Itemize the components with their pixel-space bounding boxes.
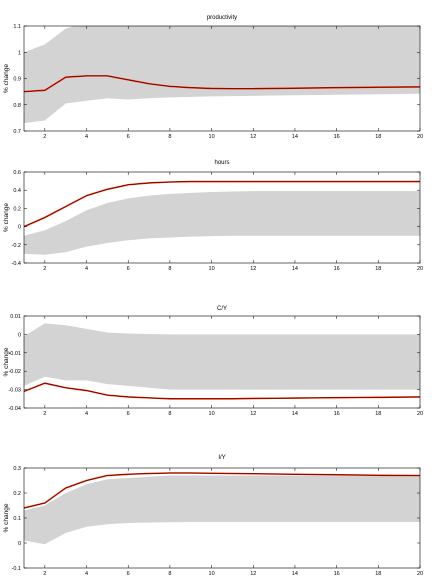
panel-title: productivity <box>207 15 237 21</box>
x-tick-label: 2 <box>43 571 46 577</box>
y-axis-label: % change <box>3 64 10 93</box>
x-tick-label: 2 <box>43 266 46 272</box>
x-tick-label: 14 <box>292 411 298 417</box>
plot-area <box>24 472 420 545</box>
y-tick-label: 0 <box>18 541 21 547</box>
x-tick-label: 8 <box>168 134 171 140</box>
x-tick-label: 8 <box>168 266 171 272</box>
x-tick-label: 10 <box>209 266 215 272</box>
y-tick-label: -0.1 <box>12 566 21 572</box>
y-axis-label: % change <box>3 503 10 532</box>
median-line <box>24 382 420 400</box>
y-tick-label: -0.01 <box>8 351 21 357</box>
x-tick-label: 4 <box>85 571 88 577</box>
x-tick-label: 12 <box>250 266 256 272</box>
confidence-band <box>24 26 420 124</box>
y-tick-label: 0 <box>18 332 21 338</box>
x-tick-label: 18 <box>375 571 381 577</box>
panel-title: C/Y <box>217 306 227 312</box>
plot-area <box>24 26 420 124</box>
y-tick-label: 0.4 <box>13 188 21 194</box>
x-tick-label: 20 <box>417 266 423 272</box>
confidence-band <box>24 475 420 545</box>
y-tick-label: -0.2 <box>12 243 21 249</box>
x-tick-label: 14 <box>292 571 298 577</box>
y-tick-label: 0.2 <box>13 206 21 212</box>
axes-box <box>23 315 421 409</box>
x-tick-label: 14 <box>292 266 298 272</box>
x-tick-label: 12 <box>250 134 256 140</box>
y-tick-label: 0.1 <box>13 516 21 522</box>
y-tick-label: 0 <box>18 225 21 231</box>
x-tick-label: 12 <box>250 411 256 417</box>
y-tick-label: 0.8 <box>13 103 21 109</box>
x-tick-label: 8 <box>168 411 171 417</box>
chart-panel-3: 2 4 6 8 10 12 14 16 18 20 -0.04 -0.03 -0.02 -0.01 0 0.0… <box>3 306 423 417</box>
y-tick-label: 0.9 <box>13 77 21 83</box>
x-tick-label: 10 <box>209 411 215 417</box>
y-tick-label: 0.7 <box>13 129 21 135</box>
x-tick-label: 2 <box>43 134 46 140</box>
x-tick-label: 18 <box>375 134 381 140</box>
axes-box <box>23 171 421 264</box>
plot-area <box>24 323 420 400</box>
x-tick-label: 2 <box>43 411 46 417</box>
chart-panel-4: 2 4 6 8 10 12 14 16 18 20 -0.1 0 0.1 0.2 0.3 I/Y % chang… <box>3 455 423 577</box>
median-line <box>24 75 420 92</box>
x-tick-label: 6 <box>127 134 130 140</box>
x-tick-label: 20 <box>417 571 423 577</box>
y-axis-label: % change <box>3 347 10 376</box>
y-tick-label: -0.02 <box>8 369 21 375</box>
x-tick-label: 12 <box>250 571 256 577</box>
x-tick-label: 16 <box>334 411 340 417</box>
x-tick-label: 20 <box>417 134 423 140</box>
median-line <box>24 181 420 227</box>
y-tick-label: 0.01 <box>10 314 21 320</box>
x-tick-label: 16 <box>334 134 340 140</box>
x-tick-label: 16 <box>334 571 340 577</box>
panel-title: hours <box>214 160 229 166</box>
x-tick-label: 6 <box>127 571 130 577</box>
y-tick-label: 1 <box>18 50 21 56</box>
y-tick-label: 0.3 <box>13 466 21 472</box>
y-axis-label: % change <box>3 203 10 232</box>
x-tick-label: 10 <box>209 134 215 140</box>
y-tick-label: 0.6 <box>13 170 21 176</box>
plot-area <box>24 180 420 255</box>
panel-title: I/Y <box>218 455 225 461</box>
x-tick-label: 8 <box>168 571 171 577</box>
y-tick-label: -0.03 <box>8 388 21 394</box>
x-tick-label: 6 <box>127 266 130 272</box>
y-tick-label: 0.2 <box>13 491 21 497</box>
x-tick-label: 10 <box>209 571 215 577</box>
confidence-band <box>24 191 420 255</box>
x-tick-label: 4 <box>85 266 88 272</box>
x-tick-label: 6 <box>127 411 130 417</box>
y-tick-label: 1.1 <box>13 24 21 30</box>
x-tick-label: 18 <box>375 266 381 272</box>
median-line <box>24 472 420 509</box>
y-tick-label: -0.04 <box>8 406 21 412</box>
chart-panel-2: 2 4 6 8 10 12 14 16 18 20 -0.4 -0.2 0 0.2 0.4 0.6 hours%… <box>3 160 423 272</box>
x-tick-label: 20 <box>417 411 423 417</box>
x-tick-label: 4 <box>85 411 88 417</box>
x-tick-label: 16 <box>334 266 340 272</box>
confidence-band <box>24 323 420 390</box>
x-tick-label: 4 <box>85 134 88 140</box>
chart-panel-1: 2 4 6 8 10 12 14 16 18 20 0.7 0.8 0.9 1 1.1 productivit… <box>3 15 423 140</box>
y-tick-label: -0.4 <box>12 261 21 267</box>
x-tick-label: 14 <box>292 134 298 140</box>
x-tick-label: 18 <box>375 411 381 417</box>
